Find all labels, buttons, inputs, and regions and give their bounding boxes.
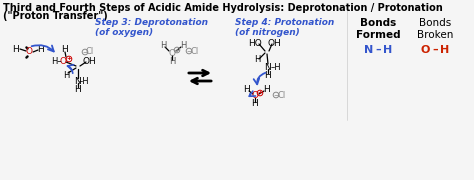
Text: ("Proton Transfer"): ("Proton Transfer") [3, 11, 108, 21]
Text: Step 4: Protonation
(of nitrogen): Step 4: Protonation (of nitrogen) [235, 18, 334, 37]
Text: –: – [375, 45, 381, 55]
Text: H: H [74, 84, 82, 93]
Text: H: H [160, 42, 166, 51]
Text: H: H [169, 57, 175, 66]
Text: +: + [174, 48, 180, 53]
Text: +: + [66, 57, 72, 62]
Text: –: – [432, 45, 438, 55]
Text: Cl: Cl [278, 91, 286, 100]
Text: –H: –H [79, 76, 89, 86]
Text: H–: H– [51, 57, 61, 66]
Text: H: H [244, 86, 250, 94]
Text: O: O [60, 57, 66, 66]
Text: H: H [13, 44, 19, 53]
Text: Bonds
Formed: Bonds Formed [356, 18, 401, 40]
Text: H: H [264, 71, 272, 80]
Text: O: O [420, 45, 430, 55]
Text: N: N [264, 62, 272, 71]
Text: O: O [168, 48, 175, 57]
Text: Cl: Cl [191, 46, 199, 55]
Text: H: H [252, 100, 258, 109]
Text: H: H [180, 40, 186, 50]
Text: OH: OH [267, 39, 281, 48]
Text: O: O [26, 48, 33, 57]
Text: H: H [37, 44, 45, 53]
Text: −: − [82, 50, 88, 55]
Text: H: H [254, 55, 260, 64]
Text: Cl: Cl [86, 48, 94, 57]
Text: H: H [440, 45, 449, 55]
Text: H: H [63, 71, 69, 80]
Text: O: O [252, 91, 258, 100]
Text: H: H [383, 45, 392, 55]
Text: H: H [62, 46, 68, 55]
Text: HO: HO [248, 39, 262, 48]
Text: Third and Fourth Steps of Acidic Amide Hydrolysis: Deprotonation / Protonation: Third and Fourth Steps of Acidic Amide H… [3, 3, 443, 13]
Text: N: N [74, 76, 82, 86]
Text: Step 3: Deprotonation
(of oxygen): Step 3: Deprotonation (of oxygen) [95, 18, 208, 37]
Text: −: − [186, 48, 191, 53]
Text: Bonds
Broken: Bonds Broken [417, 18, 453, 40]
Text: N: N [364, 45, 373, 55]
Text: –H: –H [271, 62, 281, 71]
Text: OH: OH [82, 57, 96, 66]
Text: −: − [273, 93, 279, 98]
Text: H: H [264, 86, 270, 94]
Text: +: + [257, 91, 263, 96]
